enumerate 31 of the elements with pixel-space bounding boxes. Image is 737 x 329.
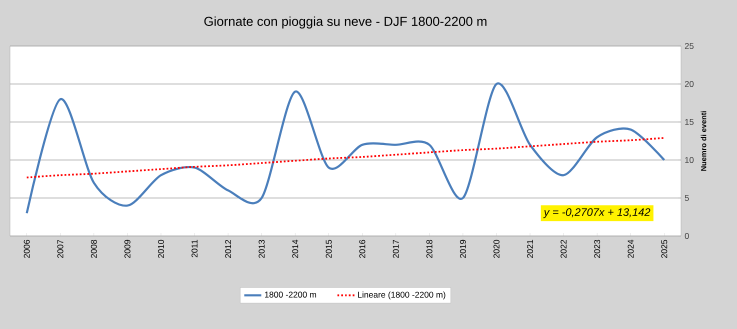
x-tick-label: 2008 <box>90 240 97 258</box>
x-tick-label: 2010 <box>158 240 164 258</box>
x-tick-label: 2013 <box>258 240 265 258</box>
x-tick-label: 2011 <box>192 240 198 258</box>
y-tick-label: 20 <box>684 81 694 87</box>
x-tick-label: 2024 <box>628 240 634 258</box>
x-tick-label: 2007 <box>57 240 64 258</box>
x-tick-label: 2018 <box>426 240 432 258</box>
x-tick-label: 2019 <box>460 240 466 258</box>
x-tick-label: 2015 <box>326 240 332 258</box>
annotation: y = -0,2707x + 13,142 <box>543 208 650 218</box>
x-tick-label: 2014 <box>292 240 298 258</box>
legend-label: Lineare (1800 -2200 m) <box>358 291 446 300</box>
x-tick-label: 2022 <box>560 240 567 258</box>
y-tick-label: 10 <box>685 157 694 163</box>
x-tick-label: 2020 <box>493 240 500 258</box>
x-tick-label: 2006 <box>24 240 30 258</box>
x-tick-label: 2016 <box>359 240 366 258</box>
x-tick-label: 2017 <box>392 240 399 258</box>
x-tick-label: 2023 <box>594 240 600 258</box>
x-tick-label: 2025 <box>661 240 668 258</box>
y-tick-label: 0 <box>684 233 689 239</box>
line-series <box>26 137 666 178</box>
y-tick-label: 25 <box>684 43 694 49</box>
legend-label: 1800 -2200 m <box>265 292 316 298</box>
y-tick-label: 5 <box>684 195 689 201</box>
x-tick-label: 2009 <box>124 240 130 258</box>
y-tick-label: 15 <box>685 119 694 125</box>
x-tick-label: 2021 <box>527 240 534 258</box>
chart-title: Giornate con pioggia su neve - DJF 1800-2200 m <box>204 16 486 29</box>
x-tick-label: 2012 <box>225 240 232 258</box>
